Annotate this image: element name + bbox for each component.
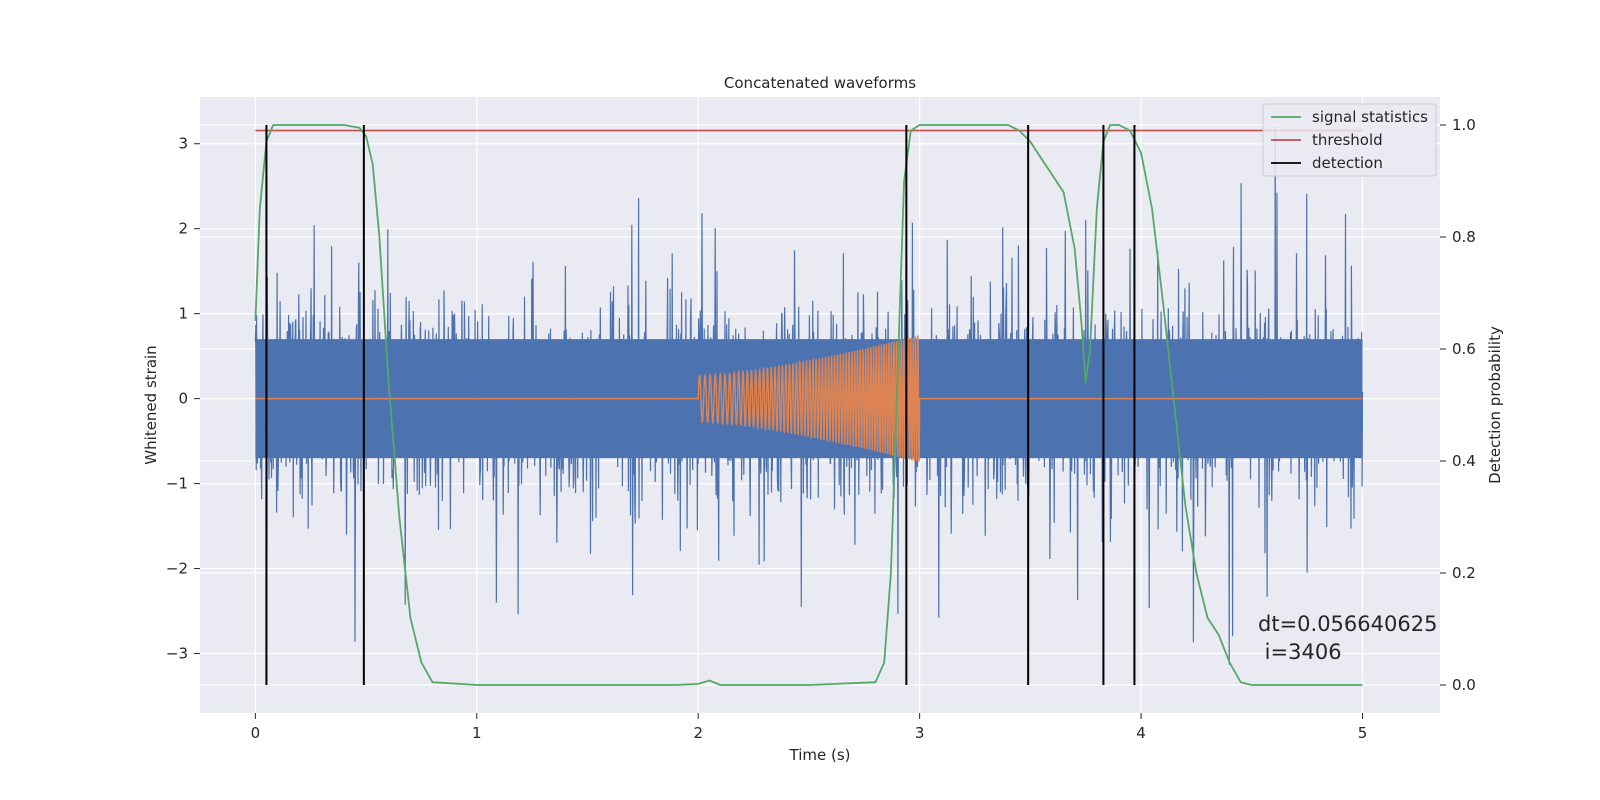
x-tick-label: 1 — [472, 724, 482, 742]
y-tick-label: −2 — [166, 560, 188, 578]
chart-title: Concatenated waveforms — [724, 74, 916, 92]
series-layer — [254, 124, 1364, 686]
signal-statistics-line — [254, 124, 1363, 686]
x-tick-label: 2 — [693, 724, 703, 742]
y-tick-label: 0 — [178, 390, 188, 408]
tick-layer: 0 1 2 3 4 5 −3 −2 −1 0 1 2 3 0.0 0.2 0.4 0.6 0.8 1.0 — [166, 116, 1476, 742]
y-tick-label: 2 — [178, 220, 188, 238]
x-tick-label: 5 — [1358, 724, 1368, 742]
y2-tick-label: 0.4 — [1452, 452, 1476, 470]
legend-label-signal-statistics: signal statistics — [1312, 108, 1428, 126]
injection-waveform-line — [255, 335, 1363, 462]
x-axis-label: Time (s) — [789, 746, 851, 764]
y-tick-label: −1 — [166, 475, 188, 493]
legend-label-detection: detection — [1312, 154, 1383, 172]
y2-tick-label: 0.8 — [1452, 228, 1476, 246]
x-tick-label: 3 — [915, 724, 925, 742]
y-axis-label: Whitened strain — [142, 345, 160, 464]
x-tick-label: 0 — [251, 724, 261, 742]
y-tick-label: 3 — [178, 135, 188, 153]
y-tick-label: −3 — [166, 645, 188, 663]
legend-box — [1262, 103, 1437, 177]
y2-axis-label: Detection probability — [1486, 326, 1504, 484]
y-tick-label: 1 — [178, 305, 188, 323]
y2-tick-label: 0.0 — [1452, 676, 1476, 694]
legend-label-threshold: threshold — [1312, 131, 1383, 149]
x-tick-label: 4 — [1136, 724, 1146, 742]
annotation-index: i=3406 — [1258, 640, 1342, 664]
legend: signal statistics threshold detection — [1262, 103, 1437, 177]
y2-tick-label: 0.2 — [1452, 564, 1476, 582]
y2-tick-label: 0.6 — [1452, 340, 1476, 358]
annotation-dt: dt=0.056640625 — [1258, 612, 1437, 636]
y2-tick-label: 1.0 — [1452, 116, 1476, 134]
